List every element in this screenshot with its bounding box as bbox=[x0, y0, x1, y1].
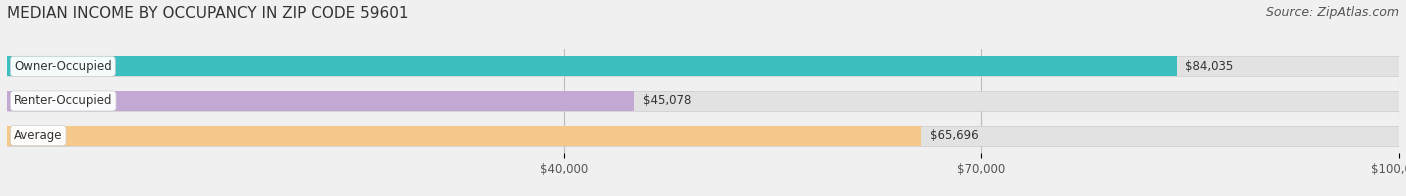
Bar bbox=[7, 91, 1399, 111]
Text: Source: ZipAtlas.com: Source: ZipAtlas.com bbox=[1265, 6, 1399, 19]
Bar bbox=[7, 125, 1399, 146]
Bar bbox=[7, 56, 1399, 76]
Bar bbox=[7, 91, 634, 111]
Text: MEDIAN INCOME BY OCCUPANCY IN ZIP CODE 59601: MEDIAN INCOME BY OCCUPANCY IN ZIP CODE 5… bbox=[7, 6, 409, 21]
Text: Renter-Occupied: Renter-Occupied bbox=[14, 94, 112, 107]
Text: $84,035: $84,035 bbox=[1185, 60, 1233, 73]
Text: $45,078: $45,078 bbox=[643, 94, 692, 107]
Text: Owner-Occupied: Owner-Occupied bbox=[14, 60, 111, 73]
Text: $65,696: $65,696 bbox=[929, 129, 979, 142]
Bar bbox=[7, 56, 1177, 76]
Text: Average: Average bbox=[14, 129, 62, 142]
Bar bbox=[7, 125, 921, 146]
